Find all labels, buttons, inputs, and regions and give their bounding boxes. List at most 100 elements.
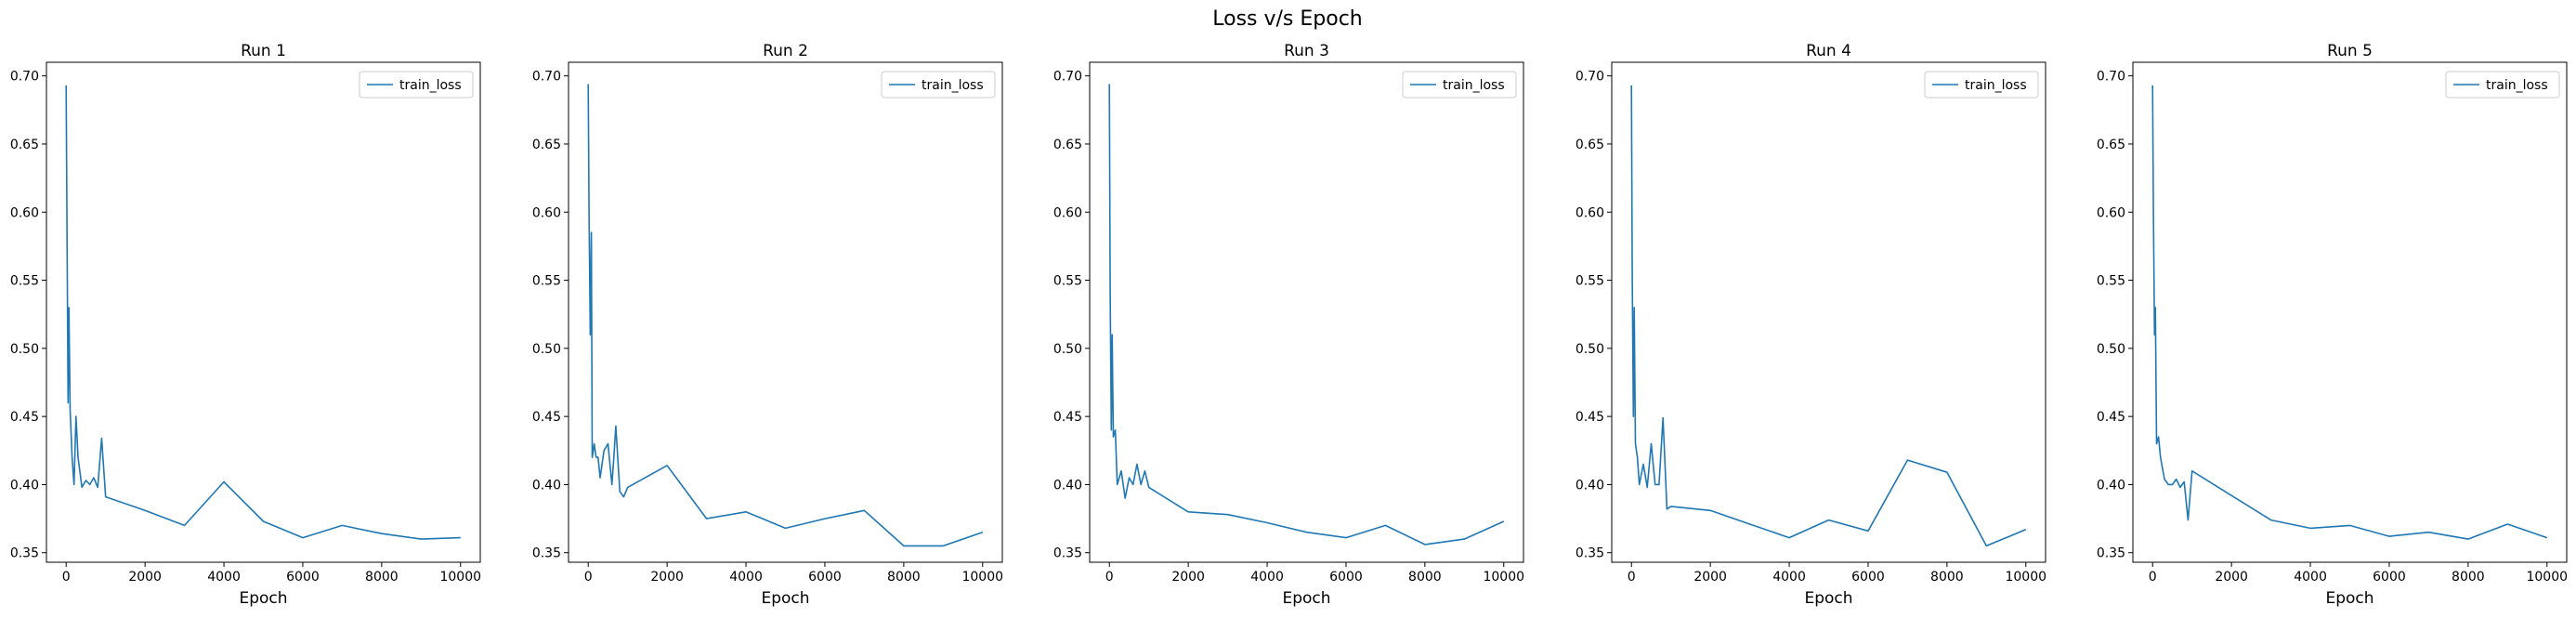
x-tick-label: 10000 [439, 570, 481, 585]
x-tick-label: 4000 [207, 570, 241, 585]
legend-box [1924, 71, 2039, 99]
y-tick-label: 0.60 [1053, 205, 1082, 220]
y-tick-label: 0.40 [2097, 478, 2125, 493]
y-tick-label: 0.40 [1576, 478, 1604, 493]
y-tick-label: 0.65 [1576, 138, 1604, 152]
legend-label: train_loss [2486, 78, 2548, 93]
y-tick-label: 0.65 [2097, 138, 2125, 152]
subplot-title: Run 2 [763, 42, 808, 60]
x-tick-label: 6000 [808, 570, 842, 585]
subplot-run-1: Run 1 0 2000 4000 6000 8000 10000 0.35 0.40 0.45 0… [10, 42, 481, 608]
y-tick-label: 0.55 [1576, 274, 1604, 289]
legend: train_loss [881, 71, 996, 99]
subplot-title: Run 4 [1806, 42, 1851, 60]
subplot-run-3: Run 3 0 2000 4000 6000 8000 10000 0.35 0.40 0.45 0… [1053, 42, 1524, 608]
legend: train_loss [1402, 71, 1517, 99]
x-tick-label: 4000 [1772, 570, 1806, 585]
x-tick-label: 4000 [1250, 570, 1284, 585]
axes-frame [1089, 61, 1524, 563]
x-axis-label: Epoch [1282, 589, 1330, 608]
legend-box [359, 71, 474, 99]
y-tick-label: 0.50 [10, 342, 39, 357]
figure-title: Loss v/s Epoch [1212, 7, 1363, 31]
legend: train_loss [359, 71, 474, 99]
legend-box [2445, 71, 2560, 99]
x-tick-label: 2000 [1171, 570, 1205, 585]
x-axis-label: Epoch [761, 589, 809, 608]
x-tick-label: 10000 [1483, 570, 1524, 585]
y-tick-label: 0.60 [10, 205, 39, 220]
y-tick-label: 0.55 [2097, 274, 2125, 289]
x-tick-label: 10000 [2005, 570, 2046, 585]
x-tick-label: 8000 [887, 570, 921, 585]
x-tick-label: 8000 [1408, 570, 1442, 585]
y-tick-label: 0.70 [1053, 70, 1082, 85]
y-tick-label: 0.70 [2097, 70, 2125, 85]
legend-label: train_loss [922, 78, 984, 93]
x-tick-label: 2000 [650, 570, 684, 585]
y-tick-label: 0.50 [532, 342, 561, 357]
series-line-train-loss [1630, 85, 2027, 547]
y-tick-label: 0.40 [532, 478, 561, 493]
legend-label: train_loss [1965, 78, 2027, 93]
y-tick-label: 0.45 [1053, 410, 1082, 425]
y-tick-label: 0.55 [10, 274, 39, 289]
x-tick-label: 8000 [365, 570, 399, 585]
axes-frame [1611, 61, 2046, 563]
y-tick-label: 0.45 [2097, 410, 2125, 425]
y-tick-label: 0.45 [532, 410, 561, 425]
legend-box [1402, 71, 1517, 99]
legend: train_loss [1924, 71, 2039, 99]
axes-frame [568, 61, 1003, 563]
series-line-train-loss [65, 85, 461, 540]
x-tick-label: 6000 [1851, 570, 1885, 585]
x-tick-label: 10000 [2526, 570, 2568, 585]
y-tick-label: 0.50 [1053, 342, 1082, 357]
y-tick-label: 0.40 [1053, 478, 1082, 493]
series-line-train-loss [2151, 85, 2548, 540]
series-line-train-loss [1108, 84, 1505, 546]
subplot-title: Run 5 [2327, 42, 2373, 60]
legend-label: train_loss [399, 78, 462, 93]
x-tick-label: 8000 [2452, 570, 2485, 585]
x-axis-label: Epoch [1804, 589, 1852, 608]
subplot-run-5: Run 5 0 2000 4000 6000 8000 10000 0.35 0.40 0.45 0… [2097, 42, 2568, 608]
x-tick-label: 0 [584, 570, 593, 585]
x-tick-label: 10000 [961, 570, 1003, 585]
x-tick-label: 6000 [1329, 570, 1363, 585]
y-tick-label: 0.45 [10, 410, 39, 425]
y-tick-label: 0.40 [10, 478, 39, 493]
y-tick-label: 0.60 [1576, 205, 1604, 220]
x-tick-label: 4000 [729, 570, 763, 585]
axes-frame [2132, 61, 2568, 563]
subplot-run-2: Run 2 0 2000 4000 6000 8000 10000 0.35 0.40 0.45 0… [532, 42, 1003, 608]
y-tick-label: 0.65 [1053, 138, 1082, 152]
y-tick-label: 0.45 [1576, 410, 1604, 425]
y-tick-label: 0.50 [2097, 342, 2125, 357]
y-tick-label: 0.35 [532, 546, 561, 561]
y-tick-label: 0.35 [2097, 546, 2125, 561]
subplot-run-4: Run 4 0 2000 4000 6000 8000 10000 0.35 0.40 0.45 0… [1576, 42, 2046, 608]
x-tick-label: 2000 [128, 570, 162, 585]
y-tick-label: 0.35 [10, 546, 39, 561]
y-tick-label: 0.55 [1053, 274, 1082, 289]
y-tick-label: 0.60 [2097, 205, 2125, 220]
y-tick-label: 0.65 [532, 138, 561, 152]
y-tick-label: 0.50 [1576, 342, 1604, 357]
y-tick-label: 0.35 [1576, 546, 1604, 561]
legend: train_loss [2445, 71, 2560, 99]
x-tick-label: 6000 [286, 570, 320, 585]
x-tick-label: 4000 [2294, 570, 2327, 585]
axes-frame [46, 61, 481, 563]
x-tick-label: 0 [1105, 570, 1114, 585]
x-tick-label: 0 [1628, 570, 1636, 585]
legend-box [881, 71, 996, 99]
y-tick-label: 0.70 [10, 70, 39, 85]
legend-label: train_loss [1443, 78, 1505, 93]
y-tick-label: 0.65 [10, 138, 39, 152]
x-axis-label: Epoch [239, 589, 287, 608]
subplot-title: Run 3 [1284, 42, 1329, 60]
x-tick-label: 6000 [2373, 570, 2406, 585]
y-tick-label: 0.70 [532, 70, 561, 85]
